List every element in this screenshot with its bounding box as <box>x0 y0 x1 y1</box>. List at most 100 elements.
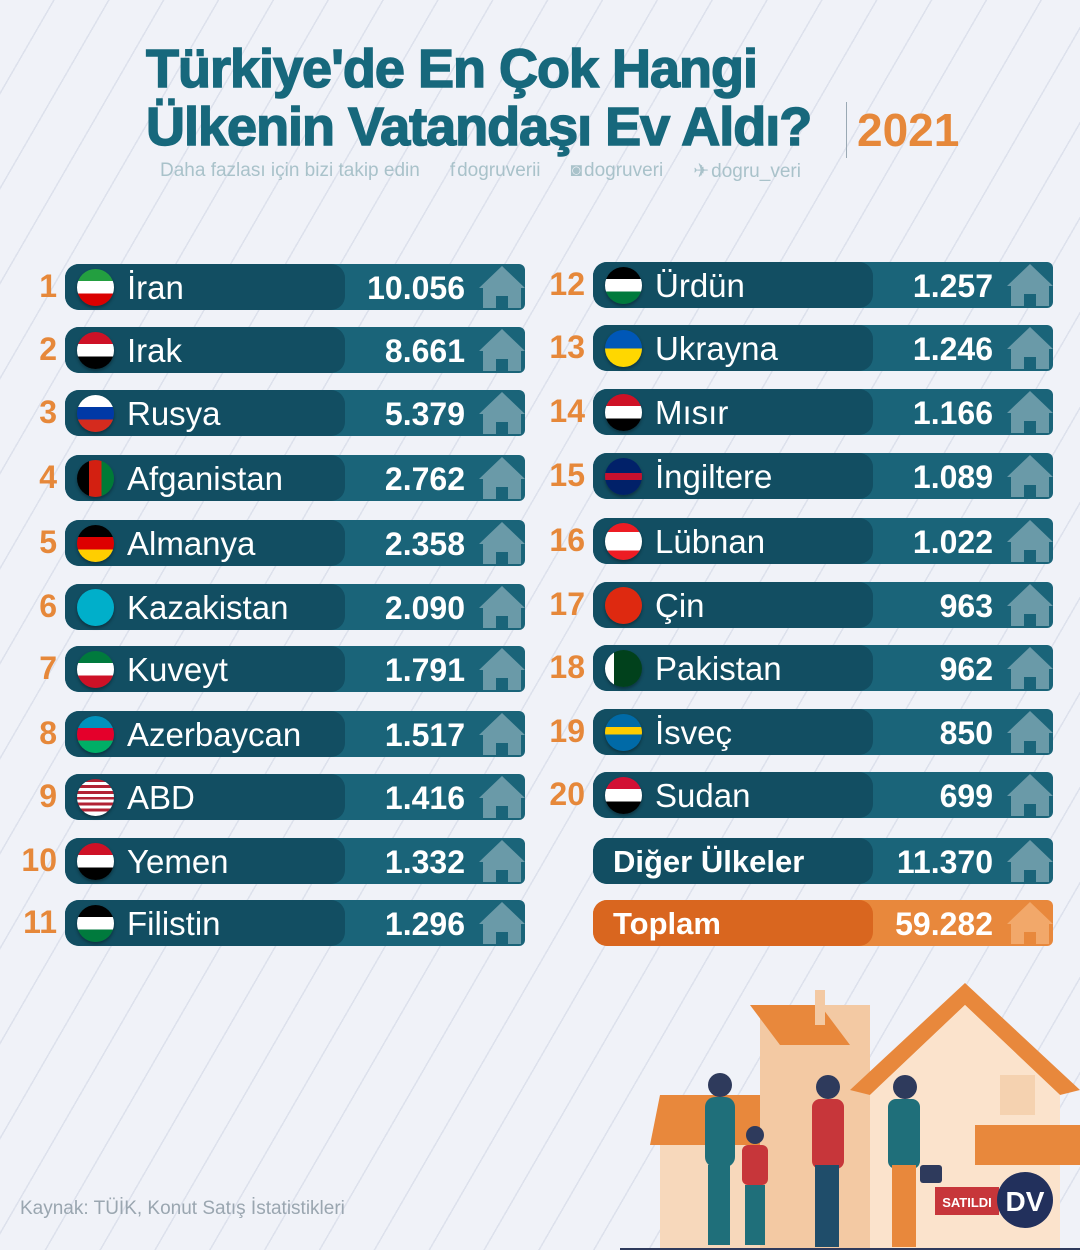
house-icon <box>1007 774 1053 816</box>
country-row: 5 Almanya 2.358 <box>39 520 525 566</box>
bar: Azerbaycan 1.517 <box>65 711 525 757</box>
country-row: 15 İngiltere 1.089 <box>549 453 1053 499</box>
country-name: İsveç <box>655 714 733 751</box>
house-icon <box>479 648 525 690</box>
bar: Filistin 1.296 <box>65 900 525 946</box>
country-name: Pakistan <box>655 650 782 687</box>
bar: Ürdün 1.257 <box>593 262 1053 308</box>
country-name: Filistin <box>127 905 221 942</box>
country-row: 3 Rusya 5.379 <box>39 390 525 436</box>
sold-sign-label: SATILDI <box>942 1195 992 1210</box>
country-name: Sudan <box>655 777 751 814</box>
buyer-count: 2.762 <box>384 461 465 497</box>
buyer-count: 1.517 <box>384 717 465 753</box>
flag-icon <box>77 525 114 562</box>
buyer-count: 699 <box>939 778 993 814</box>
house-icon <box>479 266 525 308</box>
country-name: Lübnan <box>655 523 766 560</box>
buyer-count: 11.370 <box>896 844 993 880</box>
country-row: 17 Çin 963 <box>549 582 1053 628</box>
follow-text: Daha fazlası için bizi takip edin <box>160 160 420 181</box>
bar: Afganistan 2.762 <box>65 455 525 501</box>
buyer-count: 963 <box>939 588 993 624</box>
bar: Sudan 699 <box>593 772 1053 818</box>
dv-logo-text: DV <box>1006 1186 1045 1217</box>
instagram-link[interactable]: ◙ dogruveri <box>570 160 664 181</box>
rank-number: 15 <box>549 457 585 493</box>
rank-number: 10 <box>21 842 57 878</box>
house-icon <box>479 713 525 755</box>
buyer-count: 59.282 <box>895 906 993 942</box>
flag-icon <box>605 267 642 304</box>
country-name: Afganistan <box>127 460 283 497</box>
country-row: 4 Afganistan 2.762 <box>39 455 525 501</box>
other-countries-row: Diğer Ülkeler 11.370 <box>593 838 1053 884</box>
buyer-count: 1.791 <box>384 652 465 688</box>
country-name: Ukrayna <box>655 330 778 367</box>
flag-icon <box>77 779 114 816</box>
house-icon <box>1007 647 1053 689</box>
buyer-count: 1.257 <box>912 268 993 304</box>
flag-icon <box>605 777 642 814</box>
bar: Mısır 1.166 <box>593 389 1053 435</box>
country-name: Rusya <box>127 395 221 432</box>
flag-icon <box>605 523 642 560</box>
buyer-count: 1.332 <box>384 844 465 880</box>
house-sale-illustration: SATILDI DV <box>620 983 1080 1250</box>
bar: Diğer Ülkeler 11.370 <box>593 838 1053 884</box>
flag-icon <box>77 332 114 369</box>
total-row: Toplam 59.282 <box>593 900 1053 946</box>
bar: Kuveyt 1.791 <box>65 646 525 692</box>
country-name: Toplam <box>613 906 721 941</box>
rank-number: 14 <box>549 393 585 429</box>
facebook-link[interactable]: f dogruverii <box>449 160 541 181</box>
country-row: 11 Filistin 1.296 <box>23 900 525 946</box>
rank-number: 3 <box>39 394 57 430</box>
rank-number: 16 <box>549 522 585 558</box>
flag-icon <box>605 650 642 687</box>
rank-number: 18 <box>549 649 585 685</box>
house-icon <box>1007 711 1053 753</box>
house-icon <box>1007 264 1053 306</box>
title-line-1: Türkiye'de En Çok Hangi <box>145 39 758 99</box>
country-row: 12 Ürdün 1.257 <box>549 262 1053 308</box>
country-row: 13 Ukrayna 1.246 <box>549 325 1053 371</box>
buyer-count: 1.022 <box>912 524 993 560</box>
house-icon <box>479 776 525 818</box>
rank-number: 19 <box>549 713 585 749</box>
flag-icon <box>77 905 114 942</box>
bar: İngiltere 1.089 <box>593 453 1053 499</box>
buyer-count: 850 <box>939 715 993 751</box>
instagram-icon: ◙ <box>570 160 583 181</box>
flag-icon <box>605 587 642 624</box>
house-icon <box>1007 584 1053 626</box>
country-name: Kuveyt <box>127 651 228 688</box>
country-name: Yemen <box>127 843 229 880</box>
house-icon <box>479 902 525 944</box>
house-icon <box>479 457 525 499</box>
rank-number: 8 <box>39 715 57 751</box>
flag-icon <box>77 460 114 497</box>
country-row: 18 Pakistan 962 <box>549 645 1053 691</box>
country-row: 20 Sudan 699 <box>549 772 1053 818</box>
twitter-link[interactable]: ✈ dogru_veri <box>693 161 801 182</box>
country-name: Ürdün <box>655 267 745 304</box>
year-label: 2021 <box>846 102 959 158</box>
facebook-icon: f <box>449 160 456 181</box>
country-name: İngiltere <box>655 458 773 495</box>
house-icon <box>1007 520 1053 562</box>
chimney <box>815 990 825 1025</box>
rank-number: 12 <box>549 266 585 302</box>
rank-number: 11 <box>23 904 57 940</box>
country-row: 7 Kuveyt 1.791 <box>39 646 525 692</box>
bar: İsveç 850 <box>593 709 1053 755</box>
social-links: Daha fazlası için bizi takip edin f dogru… <box>160 160 801 183</box>
country-row: 2 Irak 8.661 <box>39 327 525 373</box>
country-row: 19 İsveç 850 <box>549 709 1053 755</box>
bar: Çin 963 <box>593 582 1053 628</box>
country-row: 9 ABD 1.416 <box>39 774 525 820</box>
buyer-count: 962 <box>939 651 993 687</box>
rank-number: 5 <box>39 524 57 560</box>
bar: Pakistan 962 <box>593 645 1053 691</box>
country-row: 14 Mısır 1.166 <box>549 389 1053 435</box>
